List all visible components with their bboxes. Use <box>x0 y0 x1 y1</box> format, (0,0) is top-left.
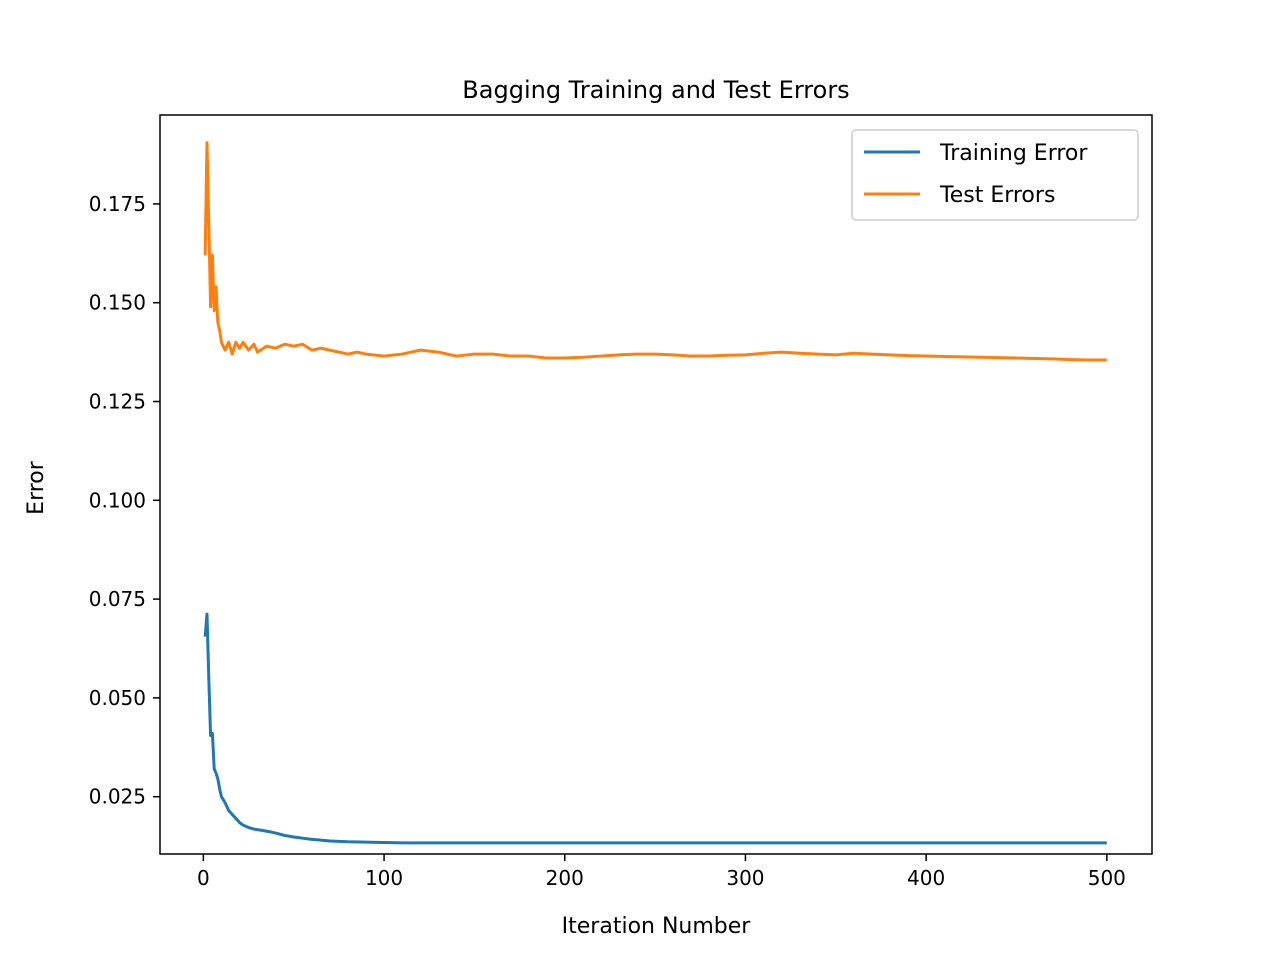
x-tick-label: 500 <box>1088 866 1126 890</box>
x-axis-label: Iteration Number <box>562 914 752 939</box>
y-tick-label: 0.025 <box>89 785 146 809</box>
y-tick-label: 0.050 <box>89 686 146 710</box>
y-tick-label: 0.175 <box>89 192 146 216</box>
y-tick-label: 0.125 <box>89 390 146 414</box>
y-axis-label: Error <box>24 460 49 515</box>
series-layer <box>203 141 1107 845</box>
x-tick-label: 300 <box>726 866 764 890</box>
x-tick-label: 400 <box>907 866 945 890</box>
y-tick-label: 0.075 <box>89 587 146 611</box>
legend-box <box>851 129 1139 221</box>
x-tick-label: 200 <box>546 866 584 890</box>
y-tick-label: 0.150 <box>89 291 146 315</box>
y-tick-label: 0.100 <box>89 488 146 512</box>
plot-frame <box>159 114 1153 855</box>
x-axis: 0 100 200 300 400 500 <box>197 854 1126 890</box>
y-axis: 0.025 0.050 0.075 0.100 0.125 0.150 0.175 <box>89 192 160 809</box>
series-line-training-error <box>203 612 1107 845</box>
chart-title: Bagging Training and Test Errors <box>462 76 849 104</box>
x-tick-label: 100 <box>365 866 403 890</box>
legend-label-test-errors: Test Errors <box>939 183 1055 208</box>
legend-label-training-error: Training Error <box>939 141 1088 166</box>
x-tick-label: 0 <box>197 866 210 890</box>
series-line-test-errors <box>203 141 1107 362</box>
legend: Training Error Test Errors <box>851 129 1139 221</box>
